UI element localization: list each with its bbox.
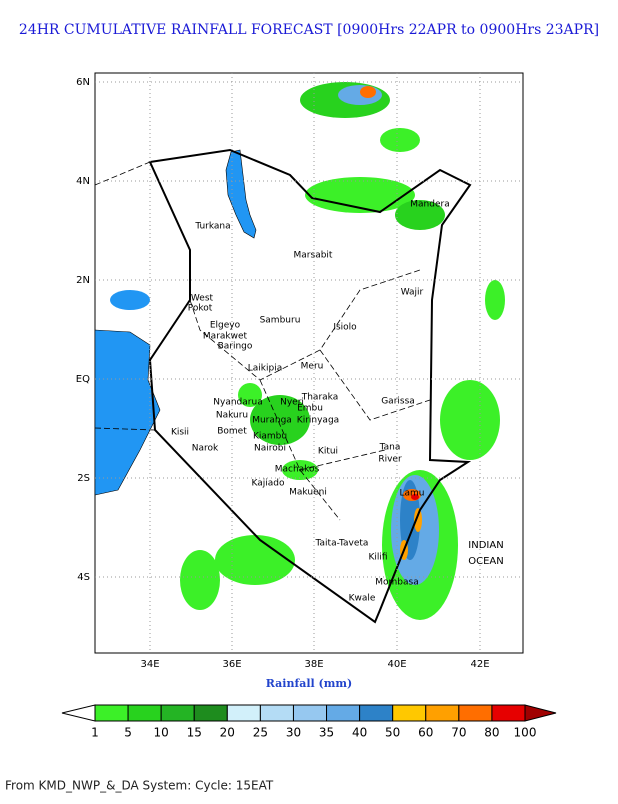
lon-label: 40E xyxy=(387,659,406,670)
place-label: Nyandarua xyxy=(213,398,262,408)
place-label: Nairobi xyxy=(254,444,286,454)
colorbar-box xyxy=(458,704,493,722)
lon-label: 38E xyxy=(304,659,323,670)
place-label: Mombasa xyxy=(375,578,418,588)
colorbar-box xyxy=(193,704,228,722)
colorbar-box xyxy=(359,704,394,722)
place-label: Makueni xyxy=(289,488,327,498)
place-label: Nakuru xyxy=(216,411,248,421)
lake-turkana xyxy=(225,149,257,239)
grid: 6N 4N 2N EQ 2S 4S 34E 36E 38E 40E 42E xyxy=(76,73,523,670)
colorbar-label: 40 xyxy=(352,726,367,740)
colorbar-label: 25 xyxy=(253,726,268,740)
lon-label: 42E xyxy=(470,659,489,670)
place-label: Tana xyxy=(379,443,401,453)
place-label: Marakwet xyxy=(203,332,248,342)
kenya-border xyxy=(148,148,472,624)
colorbar-label: 20 xyxy=(220,726,235,740)
county-borders xyxy=(94,161,431,521)
place-label: Muranga xyxy=(252,416,292,426)
colorbar-box xyxy=(94,704,129,722)
ocean-label: INDIAN xyxy=(468,540,503,551)
colorbar-box xyxy=(425,704,460,722)
colorbar-box xyxy=(326,704,361,722)
lat-label: 4N xyxy=(76,176,90,187)
colorbar-box xyxy=(160,704,195,722)
colorbar-label: 35 xyxy=(319,726,334,740)
place-label: Kirinyaga xyxy=(297,416,339,426)
colorbar-label: 1 xyxy=(91,726,99,740)
colorbar-label: 100 xyxy=(514,726,537,740)
place-label: Kiambu xyxy=(253,432,287,442)
axis-label: Rainfall (mm) xyxy=(266,677,352,690)
lat-label: 4S xyxy=(77,572,90,583)
place-label: Meru xyxy=(301,362,324,372)
title: 24HR CUMULATIVE RAINFALL FORECAST [0900H… xyxy=(19,22,599,38)
place-label: Laikipia xyxy=(248,364,282,374)
colorbar-low xyxy=(61,704,96,722)
place-label: Elgeyo xyxy=(210,321,241,331)
colorbar-label: 10 xyxy=(154,726,169,740)
place-label: Pokot xyxy=(188,304,213,314)
colorbar-box xyxy=(392,704,427,722)
lon-label: 36E xyxy=(222,659,241,670)
place-label: Machakos xyxy=(275,465,320,475)
lat-label: EQ xyxy=(76,374,90,385)
colorbar-box xyxy=(491,704,526,722)
colorbar-label: 30 xyxy=(286,726,301,740)
place-label: Nyeri xyxy=(280,398,304,408)
lat-label: 2N xyxy=(76,275,90,286)
place-label: Turkana xyxy=(194,222,230,232)
place-label: Taita-Taveta xyxy=(315,539,369,549)
place-label: Embu xyxy=(297,404,323,414)
colorbar-label: 50 xyxy=(385,726,400,740)
colorbar-box xyxy=(292,704,328,722)
place-label: River xyxy=(378,455,402,465)
rainfall xyxy=(110,82,505,620)
place-label: Isiolo xyxy=(333,323,357,333)
ocean-label: OCEAN xyxy=(468,556,504,567)
place-label: Kisii xyxy=(171,428,189,438)
colorbar-label: 60 xyxy=(418,726,433,740)
colorbar-box xyxy=(127,704,162,722)
colorbar-box xyxy=(226,704,261,722)
place-label: Samburu xyxy=(260,316,301,326)
colorbar-label: 15 xyxy=(187,726,202,740)
colorbar-label: 80 xyxy=(484,726,499,740)
place-label: Tharaka xyxy=(301,393,339,403)
place-label: Bomet xyxy=(217,427,247,437)
place-label: Kilifi xyxy=(368,553,387,563)
place-label: Baringo xyxy=(218,342,253,352)
place-label: Mandera xyxy=(410,200,449,210)
colorbar: 1 5 10 15 20 25 30 35 40 50 60 70 80 100 xyxy=(61,704,557,740)
map-layer xyxy=(94,82,505,624)
place-label: Wajir xyxy=(401,288,424,298)
colorbar-high xyxy=(524,704,557,722)
colorbar-label: 5 xyxy=(124,726,132,740)
place-label: Garissa xyxy=(381,397,415,407)
lat-label: 6N xyxy=(76,77,90,88)
place-label: West xyxy=(191,294,214,304)
place-label: Kitui xyxy=(318,447,338,457)
colorbar-label: 70 xyxy=(451,726,466,740)
place-label: Narok xyxy=(192,444,219,454)
place-label: Lamu xyxy=(399,489,424,499)
lon-label: 34E xyxy=(140,659,159,670)
lat-label: 2S xyxy=(77,473,90,484)
place-label: Marsabit xyxy=(294,251,333,261)
colorbar-box xyxy=(259,704,294,722)
place-label: Kajiado xyxy=(252,479,285,489)
place-label: Kwale xyxy=(349,594,376,604)
footer: From KMD_NWP_&_DA System: Cycle: 15EAT xyxy=(5,779,274,793)
